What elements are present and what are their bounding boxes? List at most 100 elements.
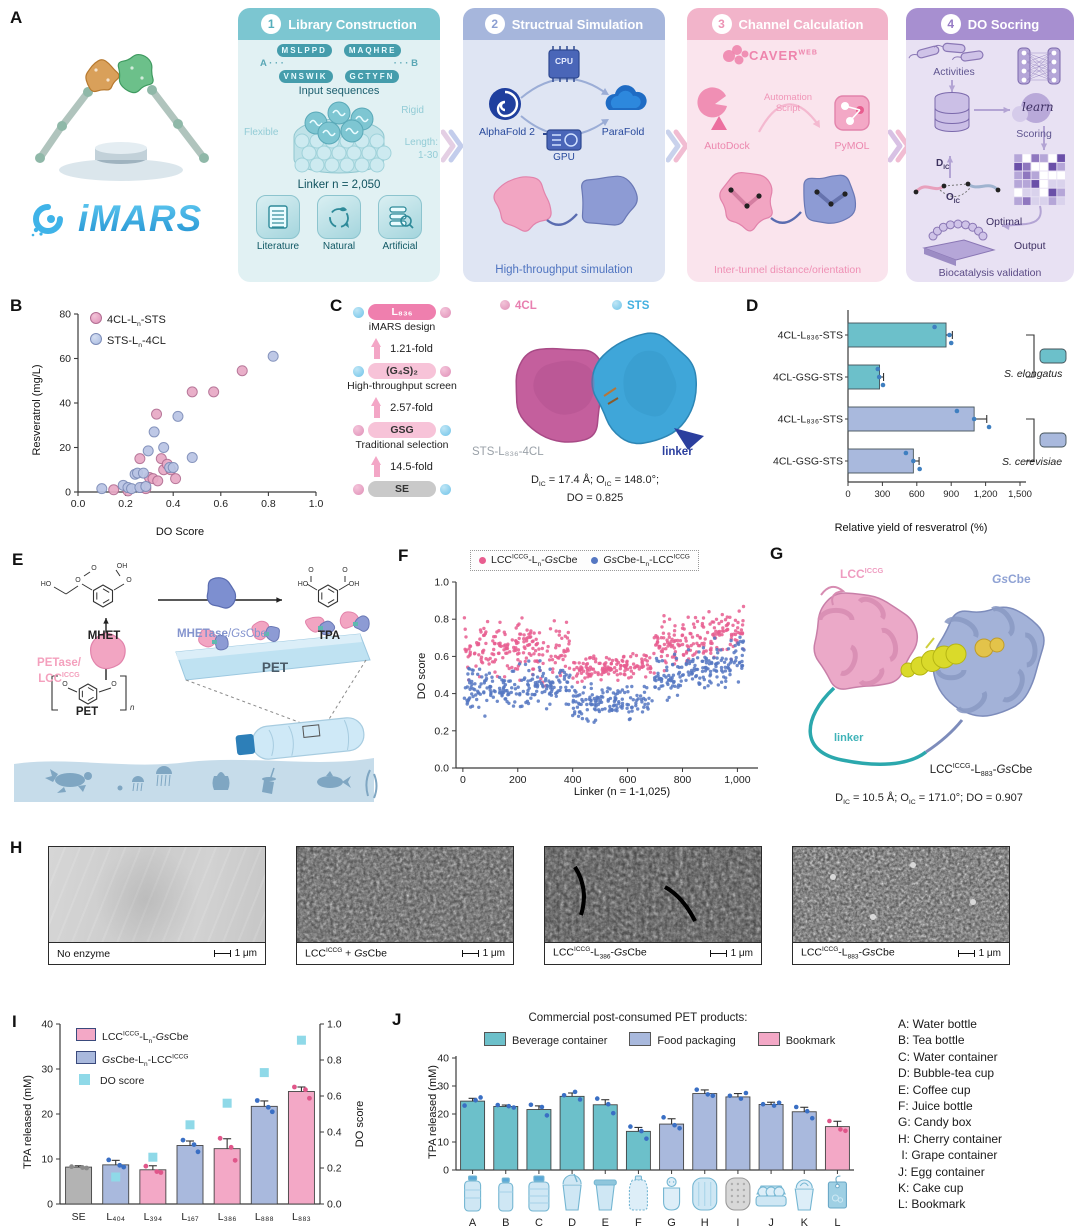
alphafold2-label: AlphaFold 2	[478, 126, 536, 138]
legend-item: LCCICCG-Ln-GsCbe	[479, 553, 577, 568]
panel-g-structure: LCCICCG GsCbe linker LCCICCG-L883-GsCbe	[776, 550, 1078, 790]
bacteria-icons	[908, 42, 984, 62]
panel-i-ylabel-right: DO score	[354, 1100, 366, 1148]
pet-sheet-label: PET	[261, 660, 289, 675]
svg-text:0.0: 0.0	[327, 1199, 342, 1211]
products-bar-chart: 0 10 20 30 40 A B C D E F G H I J K L	[437, 1054, 854, 1229]
lcc-cartoon	[813, 585, 919, 690]
panel-c-structure: 4CL STS STS-L₈₃₆-4CL linker	[466, 300, 722, 470]
tunnel-spheres	[900, 637, 1005, 678]
bar-L₃₈₆	[213, 1098, 241, 1205]
sem-label: No enzyme	[57, 947, 111, 960]
svg-text:I: I	[736, 1217, 739, 1229]
gscbe-cartoon	[932, 606, 1045, 717]
svg-text:300: 300	[874, 489, 890, 500]
protein-dot	[353, 306, 364, 318]
gscbe-label: GsCbe	[992, 572, 1031, 586]
svg-text:L₈₈₈: L₈₈₈	[255, 1211, 274, 1223]
product-list-item: F: Juice bottle	[898, 1099, 973, 1114]
product-icon-grape-container	[725, 1177, 751, 1211]
sts-legend: STS	[612, 300, 649, 312]
bar-SE	[65, 1164, 93, 1205]
svg-text:400: 400	[564, 774, 582, 786]
svg-text:4CL-L₈₃₆-STS: 4CL-L₈₃₆-STS	[778, 414, 843, 426]
automation-script-label: Automation Script	[763, 92, 813, 115]
bar-D	[559, 1089, 585, 1174]
step2-header: 2 Structrual Simulation	[463, 8, 665, 40]
lcc-label: LCCICCG	[840, 566, 884, 581]
sem-micrograph	[49, 847, 265, 942]
svg-text:900: 900	[943, 489, 959, 500]
svg-text:1.0: 1.0	[309, 498, 324, 510]
svg-text:4CL-GSG-STS: 4CL-GSG-STS	[773, 372, 843, 384]
axes: 0 300 600 900 1,200 1,500 4CL-L₈₃₆-STS 4CL-GSG-…	[773, 310, 1032, 500]
panel-b-xlabel: DO Score	[155, 526, 205, 538]
svg-text:0.4: 0.4	[327, 1127, 342, 1139]
svg-text:SE: SE	[72, 1211, 86, 1223]
step-card-do-scoring: 4 DO Socring Activities Scoring DIC OIC …	[906, 8, 1074, 282]
svg-text:B: B	[502, 1217, 509, 1229]
protein-dot	[353, 483, 364, 495]
step4-number-badge: 4	[940, 14, 961, 34]
autodock-label: AutoDock	[704, 140, 750, 152]
product-icon-bookmark-tag	[827, 1175, 847, 1209]
bar-row	[847, 364, 886, 390]
scale-bar: 1 μm	[709, 948, 753, 959]
panel-b-label: B	[10, 296, 23, 315]
linker-chain	[808, 686, 928, 766]
product-list-item: K: Cake cup	[898, 1181, 964, 1196]
sem-micrograph	[297, 847, 513, 942]
sequence-a-label: A · · ·	[260, 58, 284, 69]
panel-j-legend: Beverage container Food packaging Bookma…	[484, 1032, 835, 1047]
svg-text:E: E	[602, 1217, 609, 1229]
svg-text:OH: OH	[349, 581, 360, 588]
svg-text:800: 800	[674, 774, 692, 786]
svg-text:L₈₈₃: L₈₈₃	[292, 1211, 311, 1223]
literature-icon	[268, 205, 288, 229]
sem-image-l883: LCCICCG-L883-GsCbe 1 μm	[792, 846, 1010, 965]
svg-text:600: 600	[619, 774, 637, 786]
panel-d-label: D	[746, 296, 759, 315]
yield-bar-chart: 0 300 600 900 1,200 1,500 4CL-L₈₃₆-STS 4CL-GSG-…	[773, 310, 1067, 500]
dic-oic-diagram	[913, 181, 1001, 197]
panel-g-caption: DIC = 10.5 Å; OIC = 171.0°; DO = 0.907	[835, 792, 1023, 807]
svg-text:O: O	[75, 577, 81, 584]
panel-f-chart: LCCICCG-Ln-GsCbe GsCbe-Ln-LCCICCG 0 200 40…	[412, 550, 772, 802]
bar-L₈₈₈	[250, 1068, 278, 1205]
linker-barrel-diagram: Flexible Rigid Length: 1-30	[238, 97, 440, 179]
svg-text:0.6: 0.6	[213, 498, 228, 510]
svg-text:0.2: 0.2	[327, 1163, 342, 1175]
product-icon-water-container	[528, 1175, 550, 1212]
organism-label-elongatus: S. elongatus	[1004, 368, 1063, 380]
svg-text:0: 0	[47, 1199, 53, 1211]
svg-text:80: 80	[59, 309, 71, 321]
svg-text:1.0: 1.0	[327, 1019, 342, 1031]
panel-i-legend: LCCICCG-Ln-GsCbe GsCbe-Ln-LCCICCG DO sco…	[76, 1026, 188, 1089]
svg-text:30: 30	[437, 1081, 449, 1093]
panel-h-label: H	[10, 838, 23, 857]
legend-item: Bookmark	[757, 1032, 835, 1047]
artificial-label: Artificial	[382, 241, 418, 252]
bar-I	[725, 1090, 751, 1174]
sequence-chip: MAQHRE	[343, 44, 402, 57]
step2-title: Structrual Simulation	[511, 16, 644, 32]
svg-text:0.8: 0.8	[434, 614, 449, 626]
4cl-legend: 4CL	[500, 300, 537, 312]
linker-chip-row: L₈₃₆	[336, 303, 468, 321]
imars-logo-text: iMARS	[78, 198, 203, 239]
pymol-label: PyMOL	[834, 140, 870, 152]
sem-label: LCCICCG + GsCbe	[305, 947, 387, 960]
scoring-diagram	[908, 42, 1066, 266]
step2-number-badge: 2	[484, 14, 505, 34]
svg-text:G: G	[667, 1217, 676, 1229]
source-tile-literature: Literature	[255, 195, 301, 252]
robot-arm	[35, 87, 93, 163]
svg-text:L₁₆₇: L₁₆₇	[181, 1211, 199, 1223]
svg-text:O: O	[308, 567, 314, 574]
bar-G	[659, 1115, 685, 1174]
svg-text:0.6: 0.6	[327, 1091, 342, 1103]
sem-image-mix: LCCICCG + GsCbe 1 μm	[296, 846, 514, 965]
activities-label: Activities	[933, 66, 975, 78]
